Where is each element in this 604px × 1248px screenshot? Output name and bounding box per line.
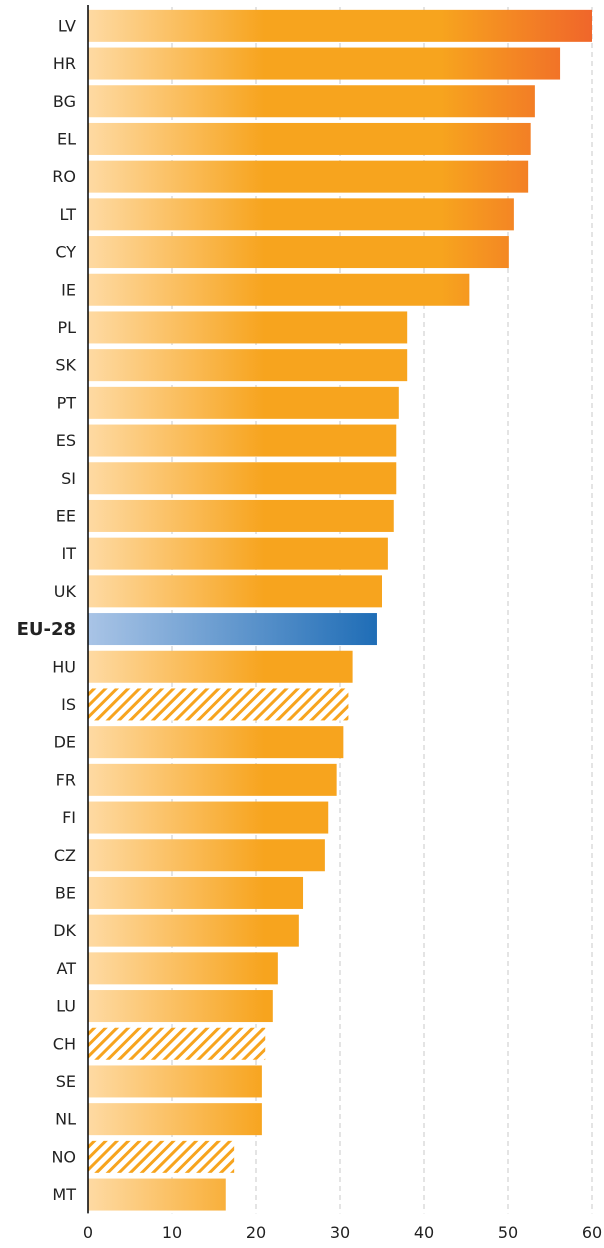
bar [88,273,470,306]
bar [88,952,278,985]
bar [88,311,408,344]
y-tick-label: CH [53,1034,76,1053]
y-tick-label: PT [57,393,77,412]
y-tick-label: BE [55,883,76,902]
bar [88,726,344,759]
bar [88,499,394,532]
bar [88,613,377,646]
x-tick-label: 50 [498,1223,518,1242]
y-tick-label: MT [52,1185,76,1204]
y-tick-label: DK [53,921,76,940]
bar [88,801,329,834]
bar [88,914,299,947]
y-tick-label: UK [54,582,77,601]
y-tick-label: SI [61,469,76,488]
y-tick-label: SE [56,1072,76,1091]
y-tick-label: LV [58,16,76,35]
x-tick-label: 30 [330,1223,350,1242]
y-tick-label: AT [57,959,77,978]
y-tick-label: DE [54,733,76,752]
y-tick-label: HU [52,657,76,676]
bar [88,122,531,155]
y-tick-label: FR [56,770,76,789]
y-tick-label: NL [55,1110,76,1129]
bar [88,349,408,382]
bar [88,1103,262,1136]
bar [88,1178,226,1211]
y-tick-label: FI [62,808,76,827]
bar [88,537,388,570]
y-tick-label: IT [62,544,77,563]
y-tick-label: IE [61,280,76,299]
y-tick-label: CZ [54,846,76,865]
y-tick-label: EE [56,506,76,525]
bar [88,386,399,419]
y-tick-label: IS [61,695,76,714]
x-tick-label: 0 [83,1223,93,1242]
bar [88,236,509,269]
bar [88,650,353,683]
y-tick-label: LT [60,205,77,224]
bar [88,990,273,1023]
bar [88,424,397,457]
bar [88,462,397,495]
y-tick-label: BG [53,92,76,111]
y-tick-label: EU-28 [17,619,76,640]
y-tick-label: LU [56,997,76,1016]
x-tick-label: 10 [162,1223,182,1242]
bar [88,763,337,796]
bar [88,839,325,872]
bar [88,1140,235,1173]
y-tick-label: RO [52,167,76,186]
bar [88,85,535,118]
bar [88,198,514,231]
bar [88,1027,266,1060]
y-tick-label: HR [53,54,76,73]
bar [88,47,561,80]
y-tick-label: EL [57,129,76,148]
bar [88,688,349,721]
bar [88,160,529,193]
y-tick-label: SK [55,356,76,375]
x-tick-label: 20 [246,1223,266,1242]
y-tick-label: NO [51,1147,76,1166]
y-tick-label: ES [56,431,76,450]
bar [88,575,382,608]
x-tick-label: 60 [582,1223,602,1242]
y-tick-label: CY [55,243,76,262]
bar [88,1065,262,1098]
bar [88,876,304,909]
bar [88,9,592,42]
y-tick-label: PL [57,318,76,337]
x-tick-label: 40 [414,1223,434,1242]
